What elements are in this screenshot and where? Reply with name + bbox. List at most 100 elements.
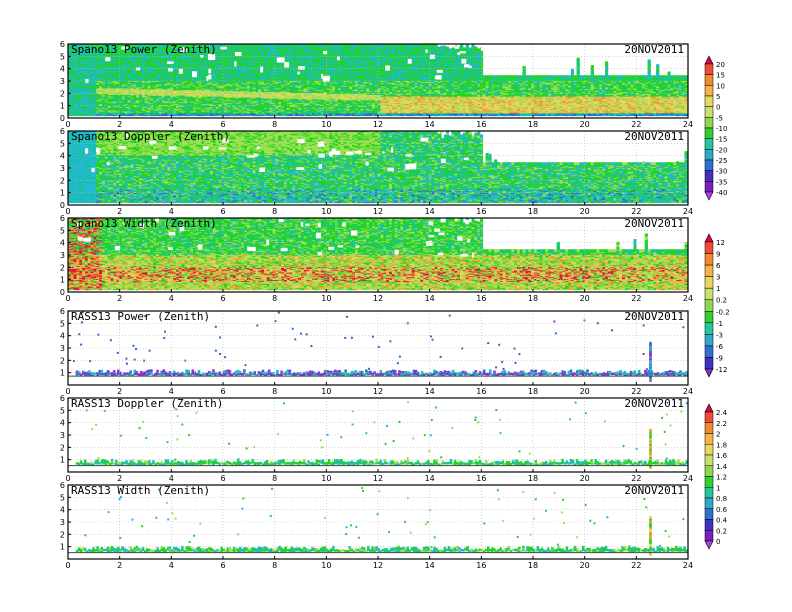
x-tick-label: 20 — [580, 561, 590, 570]
x-tick-label: 4 — [169, 387, 174, 396]
x-tick-label: 16 — [476, 561, 486, 570]
x-tick-label: 22 — [631, 207, 641, 216]
x-tick-label: 12 — [373, 207, 383, 216]
x-tick-label: 16 — [476, 120, 486, 129]
x-tick-label: 4 — [169, 294, 174, 303]
y-tick-label: 6 — [60, 307, 65, 316]
colorbar-label: 0.2 — [716, 527, 727, 535]
colorbar-label: 1.2 — [716, 474, 727, 482]
x-tick-label: 24 — [683, 561, 693, 570]
colorbar-label: 10 — [716, 82, 725, 90]
colorbar-label: 1 — [716, 484, 720, 492]
colorbar-label: 1.8 — [716, 441, 727, 449]
colorbar-label: 2.4 — [716, 409, 728, 417]
x-tick-label: 24 — [683, 207, 693, 216]
x-tick-label: 8 — [272, 120, 277, 129]
colorbar-label: 9 — [716, 251, 720, 259]
x-tick-label: 8 — [272, 474, 277, 483]
colorbar-label: 6 — [716, 262, 721, 270]
colorbar-label: 0.6 — [716, 506, 728, 514]
x-tick-label: 10 — [321, 387, 331, 396]
panel-title: Spano13 Width (Zenith) — [71, 217, 217, 230]
y-tick-label: 4 — [60, 332, 65, 341]
colorbar-label: -0.2 — [716, 308, 730, 316]
colorbar-label: 0.4 — [716, 517, 728, 525]
colorbar-label: 5 — [716, 93, 720, 101]
x-tick-label: 20 — [580, 474, 590, 483]
x-tick-label: 2 — [117, 387, 122, 396]
y-tick-label: 1 — [60, 189, 65, 198]
x-tick-label: 0 — [65, 387, 70, 396]
y-tick-label: 3 — [60, 431, 65, 440]
y-tick-label: 6 — [60, 394, 65, 403]
x-tick-label: 16 — [476, 294, 486, 303]
x-tick-label: 4 — [169, 120, 174, 129]
y-tick-label: 2 — [60, 176, 65, 185]
data-cells — [68, 400, 690, 468]
colorbar-label: -12 — [716, 366, 727, 374]
x-tick-label: 14 — [425, 561, 435, 570]
y-tick-label: 0 — [60, 201, 65, 210]
x-tick-label: 24 — [683, 387, 693, 396]
x-tick-label: 22 — [631, 561, 641, 570]
y-tick-label: 4 — [60, 239, 65, 248]
y-tick-label: 1 — [60, 456, 65, 465]
colorbar-label: -3 — [716, 331, 723, 339]
y-tick-label: 6 — [60, 481, 65, 490]
x-tick-label: 0 — [65, 294, 70, 303]
x-tick-label: 22 — [631, 294, 641, 303]
colorbar-label: 12 — [716, 239, 725, 247]
x-tick-label: 14 — [425, 120, 435, 129]
y-tick-label: 1 — [60, 102, 65, 111]
panel-title: Spano13 Doppler (Zenith) — [71, 130, 230, 143]
colorbar-label: 2.2 — [716, 420, 727, 428]
x-tick-label: 20 — [580, 207, 590, 216]
x-tick-label: 12 — [373, 387, 383, 396]
x-tick-label: 12 — [373, 120, 383, 129]
colorbar-label: 15 — [716, 72, 725, 80]
colorbar-label: -6 — [716, 343, 724, 351]
y-tick-label: 4 — [60, 152, 65, 161]
x-tick-label: 6 — [220, 207, 225, 216]
colorbar-label: -5 — [716, 114, 723, 122]
x-tick-label: 6 — [220, 120, 225, 129]
colorbar-label: 3 — [716, 274, 720, 282]
x-tick-label: 18 — [528, 120, 538, 129]
x-tick-label: 2 — [117, 120, 122, 129]
x-tick-label: 0 — [65, 207, 70, 216]
colorbar-label: 0.2 — [716, 297, 727, 305]
y-tick-label: 5 — [60, 319, 65, 328]
colorbar-label: -15 — [716, 136, 727, 144]
y-tick-label: 3 — [60, 251, 65, 260]
x-tick-label: 18 — [528, 294, 538, 303]
colorbar-label: 0 — [716, 104, 720, 112]
colorbar-label: -10 — [716, 125, 727, 133]
x-tick-label: 2 — [117, 474, 122, 483]
x-tick-label: 10 — [321, 207, 331, 216]
colorbar-label: 1.6 — [716, 452, 728, 460]
colorbar-label: -1 — [716, 320, 723, 328]
colorbar-label: -25 — [716, 157, 727, 165]
y-tick-label: 4 — [60, 419, 65, 428]
x-tick-label: 8 — [272, 387, 277, 396]
y-tick-label: 1 — [60, 276, 65, 285]
panel-date: 20NOV2011 — [624, 397, 684, 410]
x-tick-label: 16 — [476, 207, 486, 216]
colorbar-label: -40 — [716, 189, 727, 197]
y-tick-label: 3 — [60, 344, 65, 353]
panel-date: 20NOV2011 — [624, 310, 684, 323]
x-tick-label: 6 — [220, 474, 225, 483]
colorbar-label: -20 — [716, 146, 727, 154]
y-tick-label: 2 — [60, 443, 65, 452]
panel-date: 20NOV2011 — [624, 130, 684, 143]
colorbar-label: 0.8 — [716, 495, 727, 503]
y-tick-label: 2 — [60, 530, 65, 539]
y-tick-label: 5 — [60, 52, 65, 61]
x-tick-label: 16 — [476, 387, 486, 396]
